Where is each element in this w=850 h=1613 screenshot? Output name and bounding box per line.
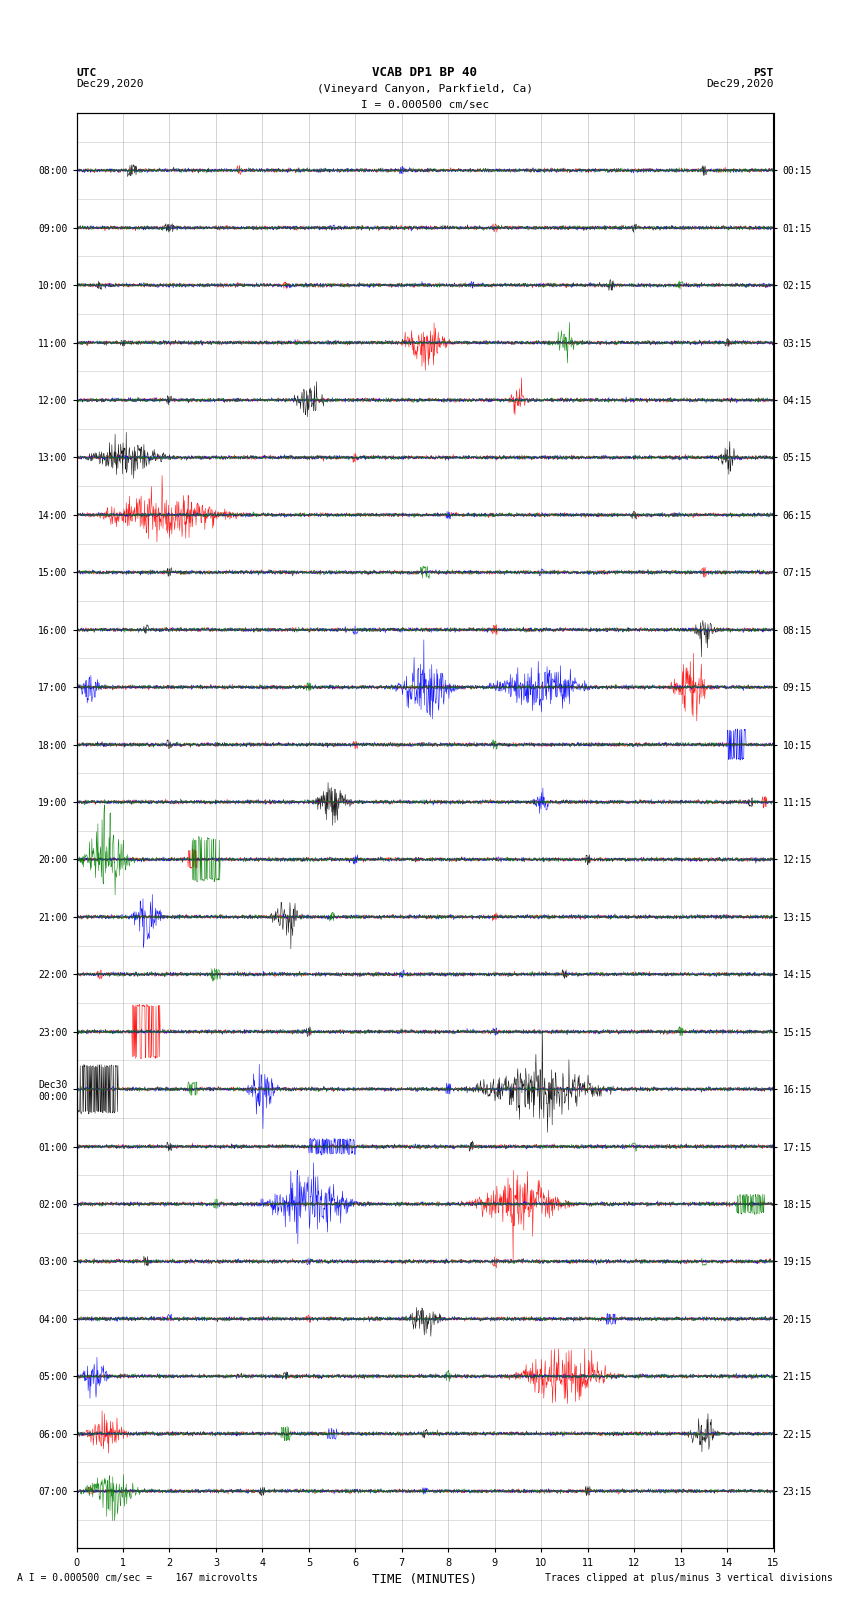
- Text: PST: PST: [753, 68, 774, 77]
- Text: A I = 0.000500 cm/sec =    167 microvolts: A I = 0.000500 cm/sec = 167 microvolts: [17, 1573, 258, 1582]
- Text: I = 0.000500 cm/sec: I = 0.000500 cm/sec: [361, 100, 489, 110]
- Text: UTC: UTC: [76, 68, 97, 77]
- Text: Dec29,2020: Dec29,2020: [706, 79, 774, 89]
- Text: VCAB DP1 BP 40: VCAB DP1 BP 40: [372, 66, 478, 79]
- Text: Dec29,2020: Dec29,2020: [76, 79, 144, 89]
- X-axis label: TIME (MINUTES): TIME (MINUTES): [372, 1573, 478, 1586]
- Text: (Vineyard Canyon, Parkfield, Ca): (Vineyard Canyon, Parkfield, Ca): [317, 84, 533, 94]
- Text: Traces clipped at plus/minus 3 vertical divisions: Traces clipped at plus/minus 3 vertical …: [545, 1573, 833, 1582]
